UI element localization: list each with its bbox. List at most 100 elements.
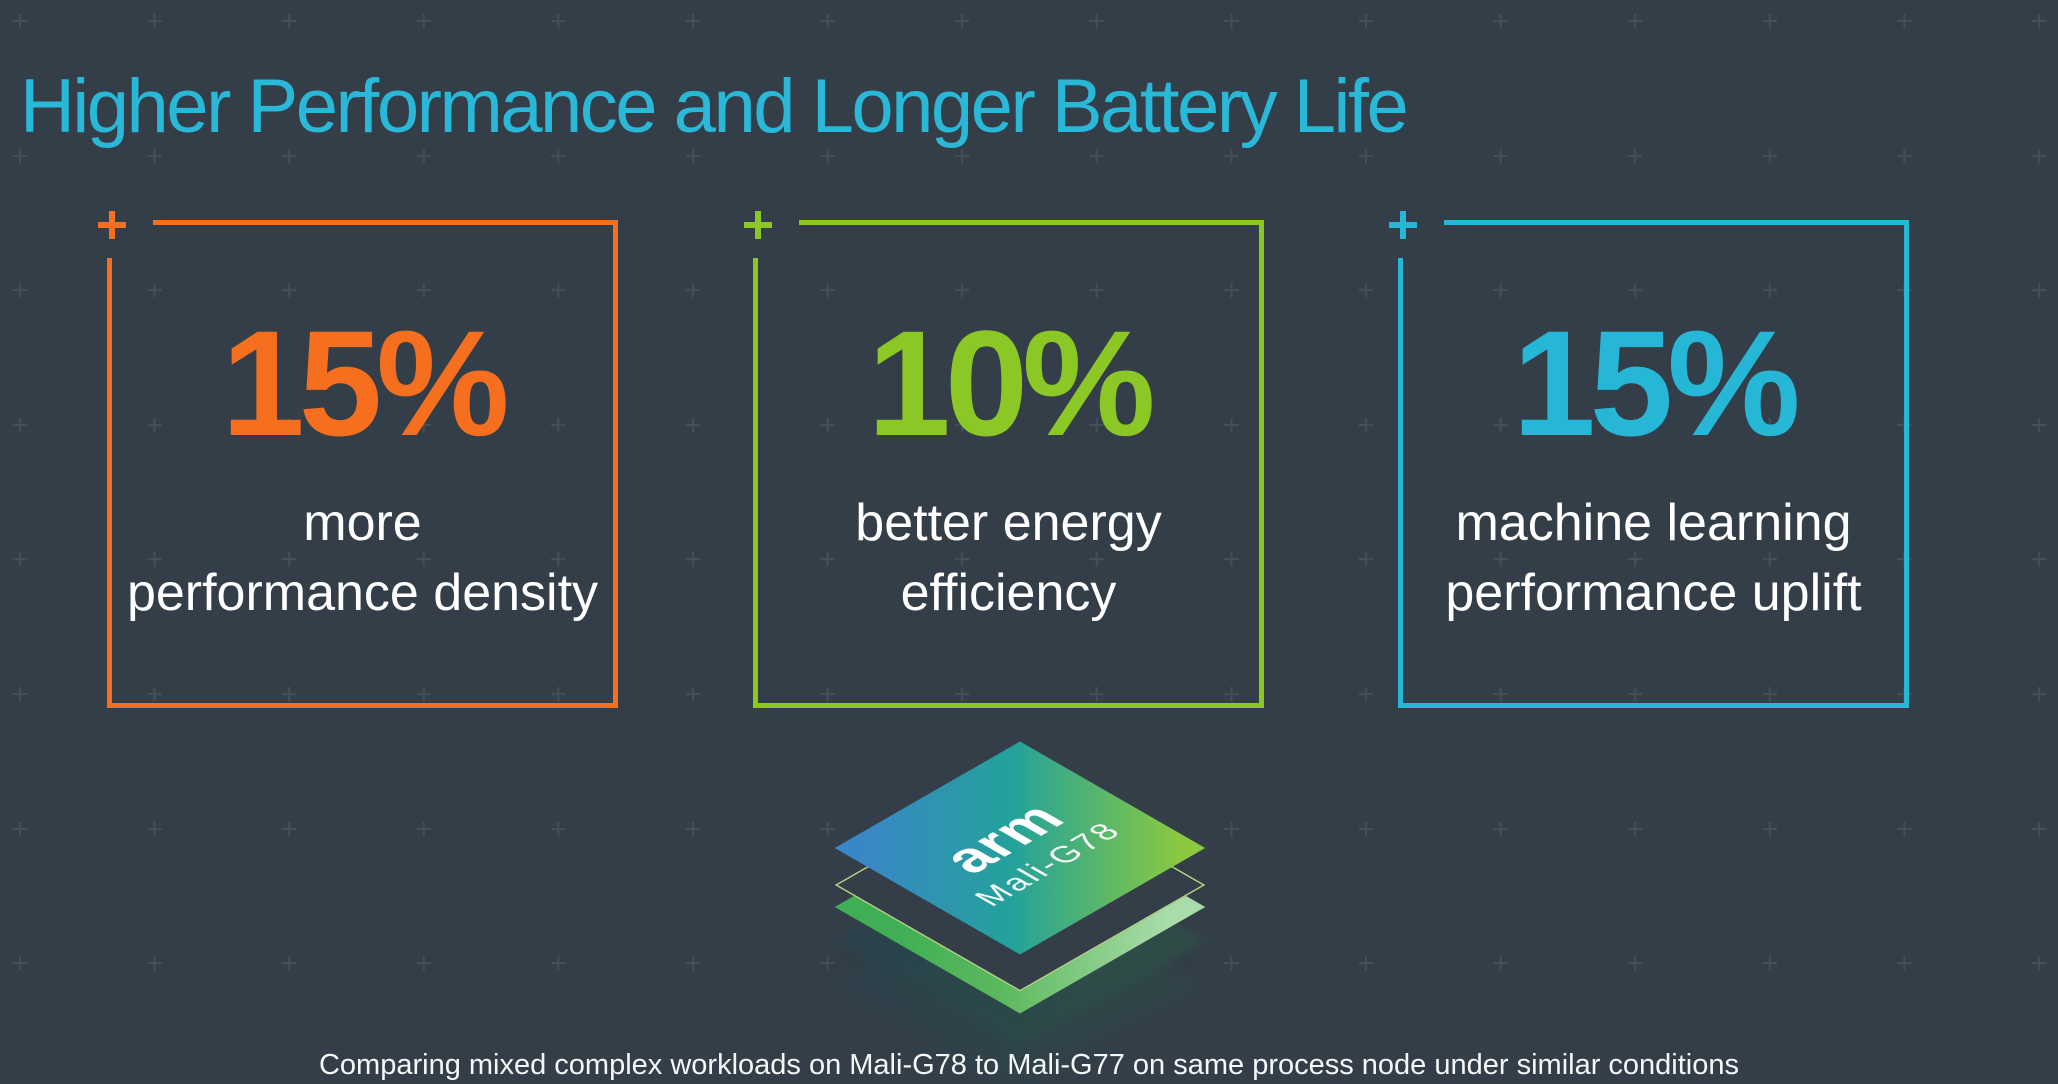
plus-pattern-mark: + [1357, 543, 1375, 577]
plus-pattern-mark: + [1761, 678, 1779, 711]
stat-box-performance-density: 15% more performance density [98, 211, 618, 708]
plus-pattern-mark: + [280, 812, 298, 846]
plus-pattern-mark: + [415, 5, 433, 38]
plus-pattern-mark: + [1222, 678, 1241, 711]
plus-pattern-mark: + [1761, 947, 1779, 981]
chip-die: arm Mali-G78 [834, 741, 1206, 955]
plus-pattern-mark: + [145, 408, 164, 442]
plus-pattern-mark: + [2030, 543, 2048, 577]
plus-pattern-mark: + [1088, 5, 1106, 38]
plus-pattern-mark: + [818, 543, 837, 577]
plus-pattern-mark: + [1626, 678, 1644, 711]
box-border-top [1444, 220, 1909, 225]
plus-pattern-mark: + [1357, 678, 1375, 711]
plus-pattern-mark: + [145, 678, 164, 711]
plus-pattern-mark: + [1761, 543, 1779, 577]
plus-pattern-mark: + [1761, 274, 1779, 308]
plus-pattern-mark: + [1357, 947, 1375, 981]
plus-pattern-mark: + [684, 812, 702, 846]
plus-pattern-mark: + [1895, 139, 1914, 173]
plus-pattern-mark: + [549, 947, 568, 981]
box-border-top [799, 220, 1264, 225]
plus-pattern-mark: + [1626, 139, 1644, 173]
stat-value: 15% [1512, 299, 1800, 467]
page-title: Higher Performance and Longer Battery Li… [20, 63, 1409, 149]
stat-label: more performance density [126, 494, 599, 623]
plus-pattern-mark: + [145, 812, 164, 846]
plus-pattern-mark: + [145, 5, 164, 38]
plus-pattern-mark: + [549, 812, 568, 846]
plus-pattern-mark: + [280, 5, 298, 38]
plus-pattern-mark: + [145, 947, 164, 981]
plus-pattern-mark: + [953, 678, 971, 711]
box-border-right [613, 220, 618, 708]
plus-pattern-mark: + [2030, 947, 2048, 981]
plus-pattern-mark: + [11, 947, 29, 981]
plus-pattern-mark: + [1491, 947, 1510, 981]
plus-pattern-mark: + [1357, 139, 1375, 173]
plus-pattern-mark: + [1222, 408, 1241, 442]
stat-value: 10% [867, 299, 1155, 467]
plus-pattern-mark: + [2030, 678, 2048, 711]
plus-pattern-mark: + [280, 408, 298, 442]
plus-pattern-mark: + [1222, 139, 1241, 173]
plus-pattern-mark: + [11, 812, 29, 846]
plus-pattern-mark: + [1357, 812, 1375, 846]
plus-pattern-mark: + [145, 543, 164, 577]
plus-pattern-mark: + [415, 274, 433, 308]
plus-pattern-mark: + [415, 678, 433, 711]
plus-pattern-mark: + [684, 947, 702, 981]
plus-pattern-mark: + [145, 274, 164, 308]
plus-pattern-mark: + [953, 408, 971, 442]
box-border-top [153, 220, 618, 225]
plus-pattern-mark: + [280, 139, 298, 173]
plus-pattern-mark: + [1761, 812, 1779, 846]
plus-pattern-mark: + [2030, 5, 2048, 38]
plus-pattern-mark: + [1761, 139, 1779, 173]
plus-pattern-mark: + [1626, 5, 1644, 38]
plus-pattern-mark: + [1491, 139, 1510, 173]
plus-pattern-mark: + [953, 274, 971, 308]
plus-pattern-mark: + [1222, 5, 1241, 38]
plus-pattern-mark: + [1357, 408, 1375, 442]
plus-pattern-mark: + [280, 678, 298, 711]
plus-pattern-mark: + [818, 274, 837, 308]
stat-value: 15% [221, 299, 509, 467]
plus-pattern-mark: + [818, 678, 837, 711]
plus-pattern-mark: + [818, 812, 837, 846]
plus-pattern-mark: + [1626, 408, 1644, 442]
plus-pattern-mark: + [953, 5, 971, 38]
plus-pattern-mark: + [684, 408, 702, 442]
plus-pattern-mark: + [2030, 139, 2048, 173]
plus-pattern-mark: + [549, 543, 568, 577]
plus-pattern-mark: + [1491, 274, 1510, 308]
plus-pattern-mark: + [1088, 678, 1106, 711]
plus-pattern-mark: + [415, 947, 433, 981]
plus-pattern-mark: + [549, 5, 568, 38]
plus-pattern-mark: + [1491, 543, 1510, 577]
plus-pattern-mark: + [2030, 408, 2048, 442]
plus-pattern-mark: + [1088, 543, 1106, 577]
box-border-left [1398, 258, 1403, 708]
plus-pattern-mark: + [1357, 274, 1375, 308]
plus-pattern-mark: + [11, 274, 29, 308]
box-border-bottom [107, 703, 618, 708]
plus-pattern-mark: + [1222, 812, 1241, 846]
plus-pattern-mark: + [2030, 274, 2048, 308]
plus-pattern-mark: + [549, 274, 568, 308]
box-border-bottom [1398, 703, 1909, 708]
plus-pattern-mark: + [11, 5, 29, 38]
plus-pattern-mark: + [1895, 5, 1914, 38]
plus-pattern-mark: + [1626, 543, 1644, 577]
plus-pattern-mark: + [2030, 812, 2048, 846]
plus-pattern-mark: + [549, 408, 568, 442]
plus-pattern-mark: + [818, 408, 837, 442]
plus-pattern-mark: + [818, 5, 837, 38]
plus-pattern-mark: + [415, 812, 433, 846]
plus-pattern-mark: + [11, 678, 29, 711]
plus-pattern-mark: + [684, 678, 702, 711]
plus-pattern-mark: + [549, 139, 568, 173]
plus-pattern-mark: + [1088, 408, 1106, 442]
plus-pattern-mark: + [1088, 274, 1106, 308]
